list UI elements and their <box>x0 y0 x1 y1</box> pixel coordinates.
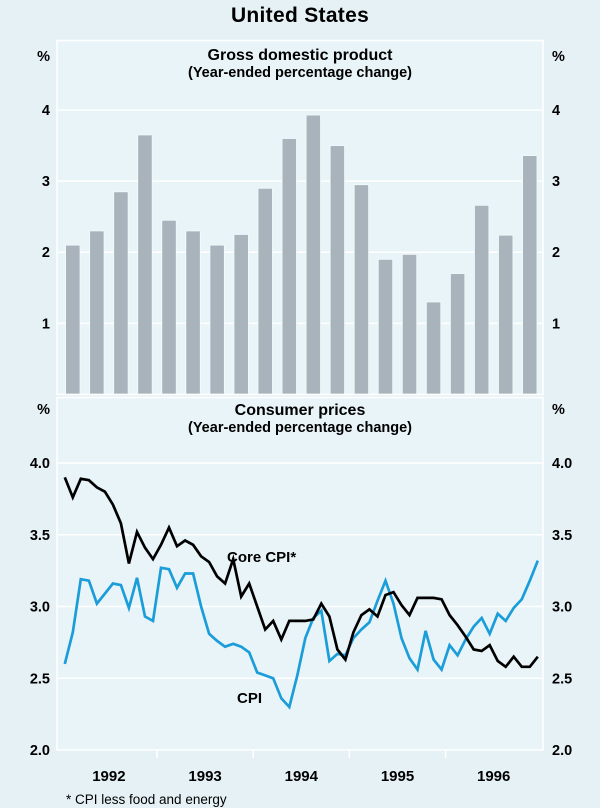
gdp-bar <box>329 145 345 395</box>
x-axis-year-label: 1993 <box>188 768 221 785</box>
y-axis-label-left: 4 <box>42 103 50 119</box>
y-axis-label-left: 3.5 <box>30 528 50 544</box>
y-axis-label-right: 3 <box>552 174 560 190</box>
x-axis-year-label: 1995 <box>381 768 414 785</box>
page-title: United States <box>230 4 370 27</box>
y-axis-label-left: 3.0 <box>30 600 50 616</box>
core-cpi-line <box>63 476 539 669</box>
y-axis-label-left: 4.0 <box>30 456 50 472</box>
gdp-bar <box>281 138 297 395</box>
gdp-bar <box>305 114 321 395</box>
gdp-bar <box>474 204 490 395</box>
x-axis-year-label: 1996 <box>477 768 510 785</box>
gdp-panel-background <box>57 40 543 395</box>
gdp-panel-title: Gross domestic product <box>207 47 393 64</box>
y-axis-label-right: 1 <box>552 316 560 332</box>
gdp-bar <box>498 234 514 395</box>
gdp-bar <box>401 253 418 395</box>
cpi-panel-background <box>57 397 543 750</box>
gdp-bar <box>113 191 129 395</box>
gdp-bar <box>185 230 201 395</box>
y-axis-label-right: 4.0 <box>552 456 572 472</box>
y-axis-label-left: 1 <box>42 316 50 332</box>
footnote: * CPI less food and energy <box>66 792 227 807</box>
gdp-panel-subtitle: (Year-ended percentage change) <box>187 65 412 81</box>
y-axis-unit-left: % <box>37 402 50 418</box>
y-axis-label-right: 4 <box>552 103 560 119</box>
y-axis-label-left: 2.5 <box>30 671 50 687</box>
cpi-panel-border <box>56 396 544 751</box>
y-axis-label-right: 2.0 <box>552 743 572 759</box>
x-axis-year-label: 1994 <box>285 768 319 785</box>
gdp-bar <box>353 184 370 395</box>
gdp-bar <box>89 230 105 395</box>
gdp-bar <box>209 244 225 395</box>
gdp-panel-border <box>56 39 544 396</box>
cpi-line <box>63 560 540 710</box>
gdp-bar <box>522 155 538 395</box>
y-axis-unit-left: % <box>37 49 50 65</box>
gdp-bar <box>137 134 153 395</box>
gdp-bar <box>65 244 81 395</box>
gdp-bar <box>233 234 249 395</box>
core-cpi-series-label: Core CPI* <box>227 549 297 566</box>
cpi-panel-subtitle: (Year-ended percentage change) <box>187 420 412 436</box>
y-axis-label-left: 2 <box>42 245 50 261</box>
gdp-bar <box>450 273 466 395</box>
y-axis-label-right: 2.5 <box>552 671 572 687</box>
y-axis-label-right: 2 <box>552 245 560 261</box>
cpi-series-label: CPI <box>237 690 263 707</box>
cpi-panel-title: Consumer prices <box>234 402 366 419</box>
y-axis-label-right: 3.0 <box>552 600 572 616</box>
y-axis-label-left: 2.0 <box>30 743 50 759</box>
y-axis-unit-right: % <box>552 402 565 418</box>
gdp-bar <box>161 219 177 395</box>
gdp-bar <box>377 258 394 395</box>
y-axis-unit-right: % <box>552 49 565 65</box>
y-axis-label-left: 3 <box>42 174 50 190</box>
y-axis-label-right: 3.5 <box>552 528 572 544</box>
gdp-bar <box>425 301 442 395</box>
gdp-bar <box>257 187 273 395</box>
x-axis-year-label: 1992 <box>92 768 125 785</box>
